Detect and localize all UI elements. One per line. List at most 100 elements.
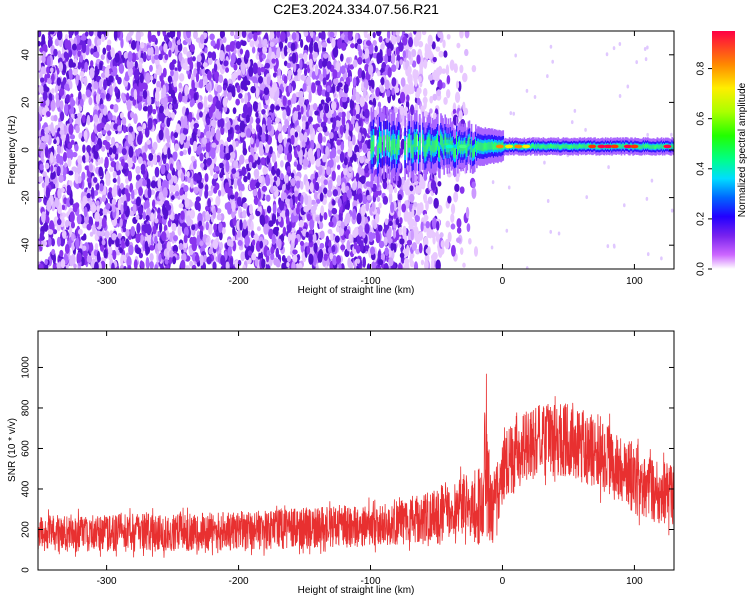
- spectrogram-cell: [382, 180, 388, 190]
- spectrogram-cell: [253, 76, 258, 83]
- spectrogram-cell: [113, 103, 119, 113]
- spectrogram-cell: [416, 87, 422, 95]
- spectrogram-cell: [386, 31, 391, 40]
- spectrogram-cell: [51, 127, 56, 137]
- spectrogram-cell: [266, 76, 271, 86]
- spectrogram-cell: [512, 111, 516, 116]
- spectrogram-cell: [303, 205, 309, 213]
- signal-band-cell: [414, 136, 417, 151]
- spectrogram-cell: [167, 75, 173, 84]
- spectrogram-cell: [287, 232, 292, 243]
- spectrogram-cell: [343, 31, 349, 37]
- spectrogram-cell: [303, 52, 308, 62]
- spectrogram-cell: [399, 252, 405, 259]
- spectrogram-cell: [158, 53, 163, 61]
- spectrogram-cell: [613, 244, 616, 249]
- spectrogram-cell: [227, 206, 232, 215]
- spectrogram-cell: [197, 212, 203, 224]
- spectrogram-cell: [48, 236, 52, 247]
- spectrogram-cell: [319, 242, 325, 249]
- spectrogram-cell: [206, 256, 212, 265]
- spectrogram-cell: [400, 138, 406, 150]
- spectrogram-cell: [183, 234, 188, 244]
- spectrogram-cell: [207, 197, 211, 208]
- spectrogram-cell: [346, 199, 351, 211]
- spectrogram-cell: [100, 157, 104, 164]
- spectrogram-cell: [74, 143, 79, 152]
- spectrogram-cell: [242, 202, 248, 209]
- spectrogram-cell: [352, 77, 357, 87]
- spectrogram-cell: [275, 247, 280, 258]
- spectrogram-cell: [77, 228, 83, 235]
- spectrogram-cell: [315, 80, 321, 86]
- spectrogram-cell: [338, 262, 342, 269]
- spectrogram-cell: [355, 172, 360, 182]
- spectrogram-cell: [360, 240, 364, 252]
- spectrogram-cell: [260, 157, 266, 166]
- spectrogram-cell: [151, 199, 156, 209]
- spectrogram-cell: [373, 126, 378, 133]
- signal-band-cell: [427, 136, 430, 150]
- spectrogram-cell: [282, 226, 287, 237]
- spectrogram-cell: [149, 75, 154, 81]
- spectrogram-cell: [98, 79, 103, 90]
- spectrogram-cell: [340, 141, 345, 152]
- spectrogram-cell: [243, 85, 248, 92]
- spectrogram-cell: [138, 61, 143, 73]
- spectrogram-cell: [193, 92, 198, 101]
- spectrogram-cell: [112, 249, 117, 261]
- spectrogram-cell: [337, 37, 343, 50]
- spectrogram-cell: [104, 156, 109, 169]
- spectrogram-cell: [403, 261, 410, 269]
- spectrogram-cell: [41, 55, 46, 64]
- spectrogram-cell: [437, 180, 442, 187]
- spectrogram-cell: [147, 117, 153, 127]
- spectrogram-cell: [153, 54, 159, 60]
- spectrogram-cell: [258, 101, 262, 113]
- spectrogram-cell: [445, 220, 451, 228]
- spectrogram-cell: [236, 57, 242, 66]
- spectrogram-cell: [169, 184, 176, 193]
- spectrogram-cell: [319, 221, 324, 230]
- spectrogram-cell: [391, 236, 398, 243]
- spectrogram-cell: [158, 105, 164, 114]
- spectrogram-cell: [244, 49, 250, 60]
- spectrogram-cell: [423, 97, 427, 110]
- spectrogram-cell: [244, 92, 249, 105]
- spectrogram-cell: [427, 50, 433, 60]
- spectrogram-cell: [393, 187, 398, 194]
- spectrogram-cell: [261, 108, 266, 115]
- spectrogram-cell: [308, 233, 313, 243]
- spectrogram-cell: [44, 175, 50, 186]
- spectrogram-cell: [507, 185, 511, 190]
- spectrogram-cell: [71, 43, 77, 51]
- spectrogram-cell: [45, 187, 51, 199]
- spectrogram-cell: [220, 265, 226, 269]
- spectrogram-cell: [258, 126, 263, 136]
- spectrogram-cell: [357, 132, 362, 142]
- spectrogram-cell: [84, 165, 90, 171]
- spectrogram-cell: [413, 201, 418, 207]
- spectrogram-cell: [276, 47, 281, 59]
- spectrogram-cell: [249, 214, 255, 220]
- spectrogram-cell: [366, 34, 371, 40]
- spectrogram-cell: [505, 228, 509, 233]
- spectrogram-cell: [157, 207, 161, 216]
- spectrogram-cell: [158, 129, 164, 141]
- spectrogram-cell: [44, 215, 50, 225]
- spectrogram-cell: [208, 107, 213, 119]
- spectrogram-cell: [272, 203, 277, 215]
- spectrogram-cell: [355, 113, 361, 119]
- spectrogram-cell: [109, 104, 115, 110]
- signal-band-cell: [410, 139, 413, 154]
- spectrogram-cell: [90, 132, 96, 143]
- spectrogram-cell: [350, 116, 355, 126]
- spectrogram-cell: [443, 50, 448, 58]
- spectrogram-cell: [437, 65, 443, 75]
- spectrogram-cell: [343, 156, 348, 166]
- spectrogram-cell: [149, 260, 154, 269]
- spectrogram-cell: [105, 135, 111, 141]
- spectrogram-cell: [184, 84, 189, 96]
- spectrogram-cell: [179, 188, 184, 196]
- spectrogram-cell: [416, 54, 421, 65]
